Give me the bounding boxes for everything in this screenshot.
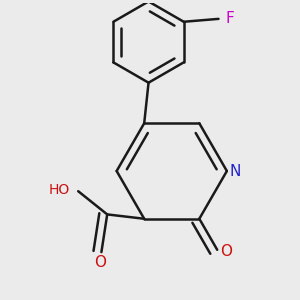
Text: HO: HO [49, 183, 70, 197]
Text: O: O [94, 255, 106, 270]
Text: N: N [229, 164, 241, 178]
Text: F: F [225, 11, 234, 26]
Text: O: O [220, 244, 232, 259]
